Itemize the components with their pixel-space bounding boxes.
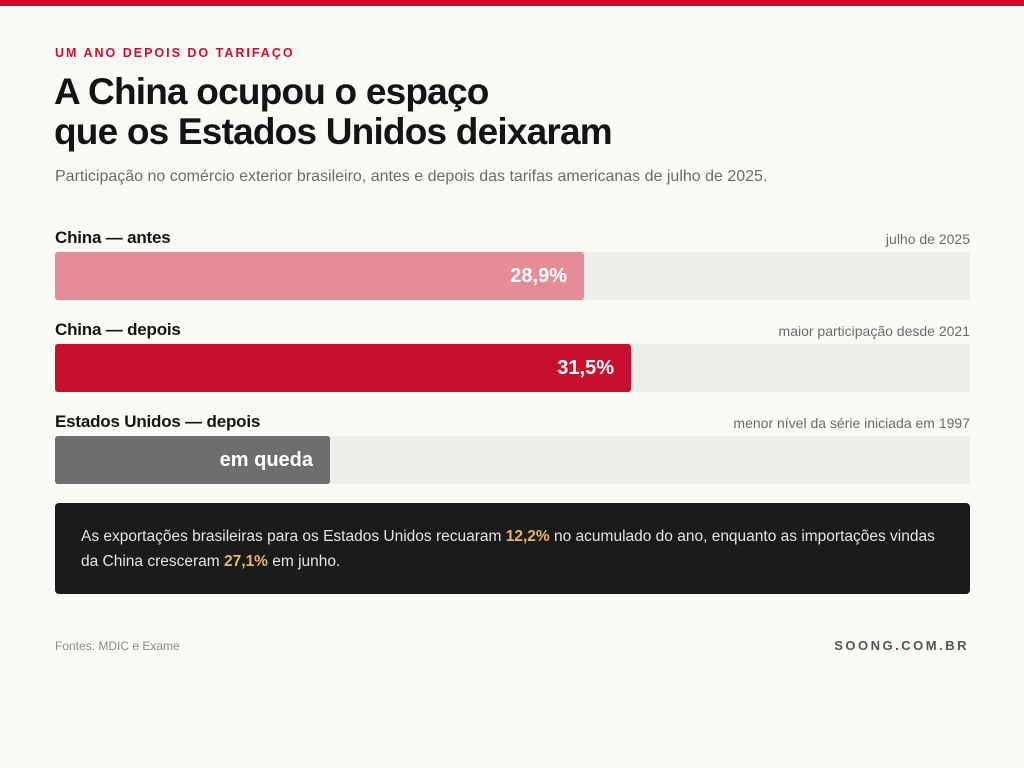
bar-track: em queda: [55, 436, 970, 484]
bar-label: Estados Unidos — depois: [55, 412, 261, 431]
bar: 28,9%: [55, 252, 584, 300]
bar-note: maior participação desde 2021: [778, 323, 970, 339]
brand-tld: COM.BR: [901, 638, 969, 653]
sources-note: Fontes: MDIC e Exame: [55, 639, 180, 653]
chart-title: A China ocupou o espaço que os Estados U…: [54, 72, 954, 152]
bar-row-header: Estados Unidos — depois menor nível da sé…: [55, 412, 970, 436]
callout-text-3: em junho.: [267, 553, 341, 570]
callout-highlight-us-exports: 12,2%: [505, 528, 550, 545]
bar-row-1: China — antes julho de 2025 28,9%: [55, 228, 970, 300]
bar-value-label: 31,5%: [557, 357, 614, 379]
bar-track: 28,9%: [55, 252, 970, 300]
bar-label: China — antes: [55, 228, 171, 247]
bar-row-2: China — depois maior participação desde 2…: [55, 320, 970, 392]
bar-label: China — depois: [55, 320, 181, 339]
chart-title-line-1: A China ocupou o espaço: [54, 71, 489, 112]
bar-track: 31,5%: [55, 344, 970, 392]
bar-note: menor nível da série iniciada em 1997: [733, 415, 970, 431]
callout-box: As exportações brasileiras para os Estad…: [55, 503, 970, 594]
bar-value-label: em queda: [219, 449, 313, 471]
chart-title-line-2: que os Estados Unidos deixaram: [54, 111, 613, 152]
top-accent-bar: [0, 0, 1024, 6]
callout-text-2: no acumulado do ano, enquanto as importa…: [81, 528, 935, 570]
bar-row-3: Estados Unidos — depois menor nível da sé…: [55, 412, 970, 484]
brand-dot: .: [895, 638, 902, 653]
bar-row-header: China — depois maior participação desde 2…: [55, 320, 970, 344]
bar-row-header: China — antes julho de 2025: [55, 228, 970, 252]
bar: em queda: [55, 436, 330, 484]
brand-logo: SOONG.COM.BR: [834, 638, 969, 653]
callout-highlight-china-imports: 27,1%: [224, 553, 268, 570]
callout-text-1: As exportações brasileiras para os Estad…: [81, 528, 506, 545]
brand-name: SOONG: [834, 638, 896, 653]
bar-note: julho de 2025: [885, 231, 970, 247]
bar: 31,5%: [55, 344, 631, 392]
kicker: UM ANO DEPOIS DO TARIFAÇO: [55, 46, 295, 60]
chart-subtitle: Participação no comércio exterior brasil…: [55, 168, 768, 185]
bar-value-label: 28,9%: [510, 265, 567, 287]
